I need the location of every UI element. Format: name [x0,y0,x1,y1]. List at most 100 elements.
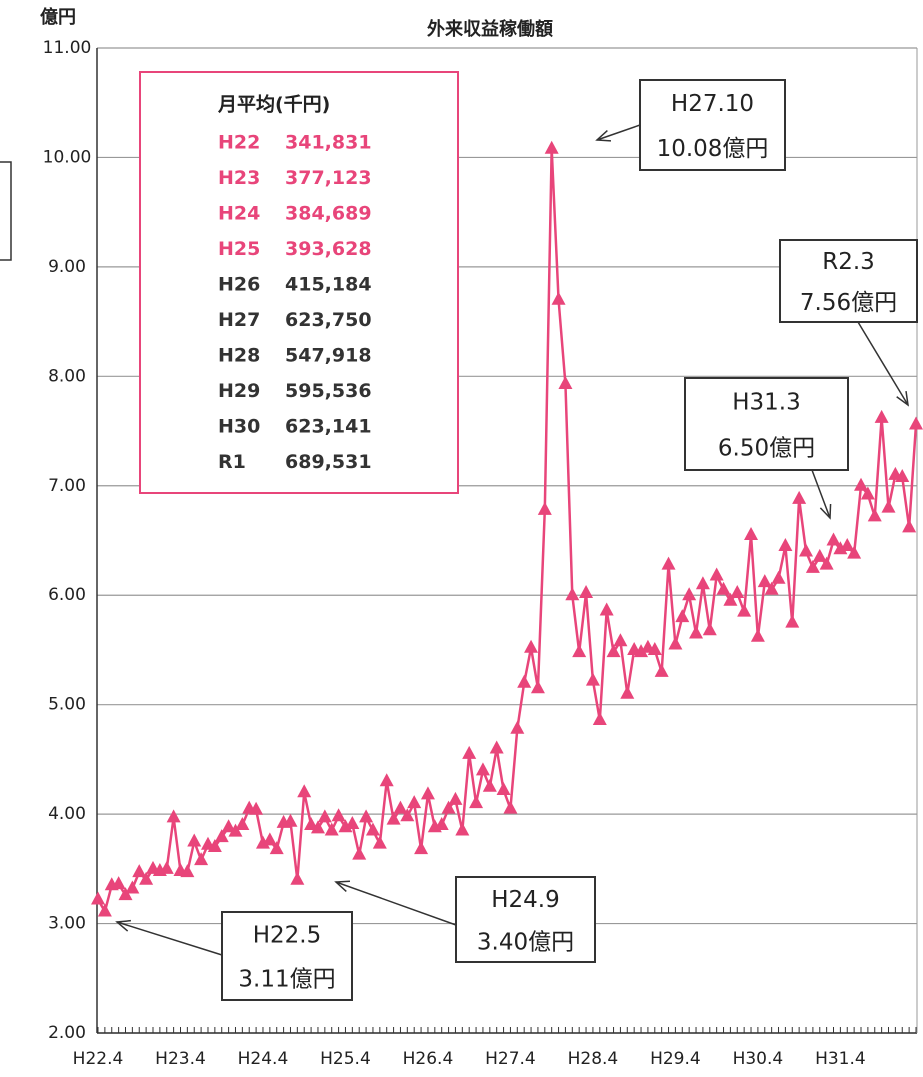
annotation-text: H22.5 [253,923,322,949]
annotation-arrow [116,921,223,956]
marker [386,811,401,825]
annotation-box [455,876,596,963]
marker [317,809,332,823]
marker [854,477,869,491]
marker [503,800,518,814]
chart-title: 外来収益稼働額 [427,18,553,40]
marker [297,784,312,798]
annotation-text: 6.50億円 [718,436,815,462]
marker [833,541,848,555]
annotation-arrow [335,881,457,926]
marker [551,291,566,305]
marker [510,720,525,734]
annotation-text: 10.08億円 [657,136,769,162]
marker [826,532,841,546]
marker [187,833,202,847]
arrow-head [819,503,832,520]
legend-row-value: 393,628 [285,238,372,260]
marker [599,602,614,616]
marker [262,832,277,846]
legend-box [139,71,459,494]
marker [255,835,270,849]
arrow-head [896,391,909,407]
marker [482,778,497,792]
legend-row-label: H23 [218,167,260,189]
marker [792,490,807,504]
marker [352,846,367,860]
legend-row-value: 689,531 [285,451,372,473]
marker [338,819,353,833]
marker [441,800,456,814]
marker [840,537,855,551]
marker [180,864,195,878]
marker [221,819,236,833]
annotation-arrow [857,321,909,406]
y-tick-label: 10.00 [43,147,92,167]
marker [620,685,635,699]
annotation-text: H31.3 [732,390,801,416]
marker [283,813,298,827]
legend-row-label: H22 [218,132,260,154]
annotation-arrow [811,469,831,519]
marker [757,574,772,588]
marker [750,628,765,642]
marker [579,585,594,599]
legend-row-value: 377,123 [285,167,372,189]
marker [228,823,243,837]
y-axis-label: 億円 [40,6,76,28]
marker [290,871,305,885]
x-tick-label: H27.4 [485,1049,536,1069]
marker [668,636,683,650]
marker [489,740,504,754]
marker [269,841,284,855]
annotation-text: H27.10 [671,91,754,117]
arrow-head [595,130,612,142]
marker [895,469,910,483]
marker [455,822,470,836]
marker [462,745,477,759]
legend-row-value: 341,831 [285,132,372,154]
marker [654,663,669,677]
marker [235,817,250,831]
marker [661,556,676,570]
y-tick-label: 2.00 [48,1023,86,1043]
marker [572,644,587,658]
marker [881,499,896,513]
legend-row-label: H28 [218,345,260,367]
marker [97,903,112,917]
marker [682,587,697,601]
marker [517,674,532,688]
marker [585,672,600,686]
marker [785,614,800,628]
marker [132,864,147,878]
y-tick-label: 9.00 [48,257,86,277]
marker [565,587,580,601]
marker [469,795,484,809]
marker [737,603,752,617]
marker [778,537,793,551]
marker [214,829,229,843]
marker [166,809,181,823]
marker [448,791,463,805]
marker [771,570,786,584]
marker [249,801,264,815]
marker [125,880,140,894]
legend-row-value: 384,689 [285,203,372,225]
x-tick-label: H25.4 [320,1049,371,1069]
x-tick-label: H26.4 [403,1049,454,1069]
marker [764,581,779,595]
marker [730,585,745,599]
x-tick-label: H24.4 [238,1049,289,1069]
marker [400,808,415,822]
x-tick-label: H30.4 [733,1049,784,1069]
arrow-head [115,919,132,932]
marker [159,860,174,874]
marker [805,559,820,573]
marker [812,548,827,562]
annotation-text: 3.11億円 [238,967,335,993]
marker [819,556,834,570]
x-tick-label: H22.4 [73,1049,124,1069]
legend-row-value: 623,141 [285,416,372,438]
legend-row-label: H30 [218,416,260,438]
